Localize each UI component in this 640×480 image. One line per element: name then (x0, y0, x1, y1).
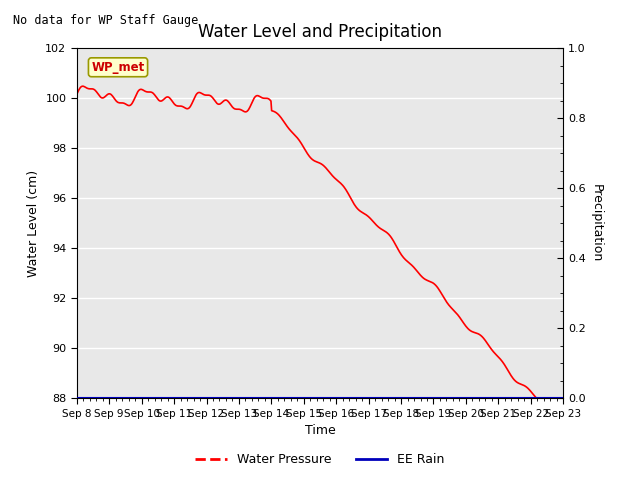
Title: Water Level and Precipitation: Water Level and Precipitation (198, 23, 442, 41)
Y-axis label: Precipitation: Precipitation (589, 184, 602, 263)
Legend: Water Pressure, EE Rain: Water Pressure, EE Rain (190, 448, 450, 471)
X-axis label: Time: Time (305, 424, 335, 437)
Text: WP_met: WP_met (92, 61, 145, 74)
Y-axis label: Water Level (cm): Water Level (cm) (27, 169, 40, 277)
Text: No data for WP Staff Gauge: No data for WP Staff Gauge (13, 14, 198, 27)
